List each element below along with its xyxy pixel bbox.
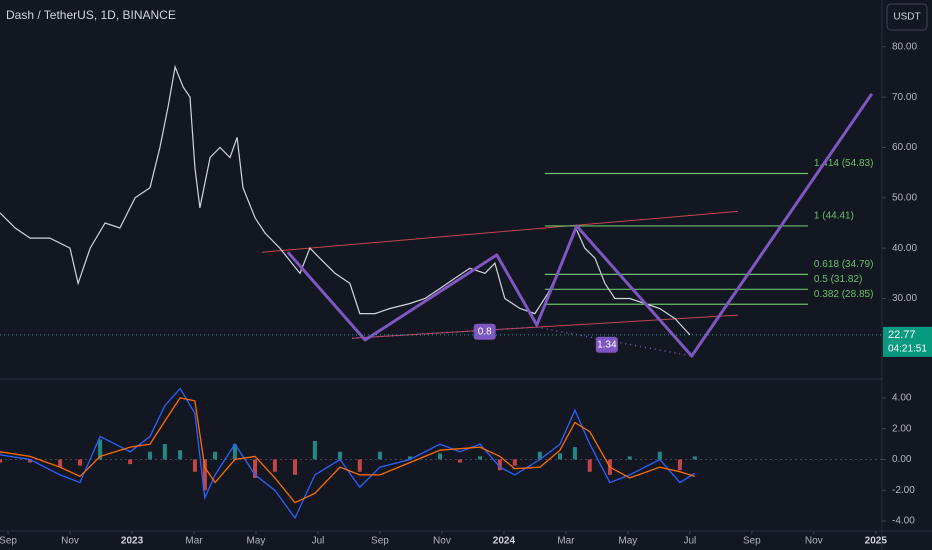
pattern-line: [286, 92, 874, 358]
histogram-bar: [178, 450, 183, 460]
histogram-bar: [438, 453, 443, 460]
fib-label: 0.382 (28.85): [814, 289, 874, 300]
histogram-bar: [312, 440, 317, 460]
x-tick-label: Nov: [433, 536, 451, 547]
y-tick-label: 0.00: [892, 454, 912, 465]
histogram-bar: [253, 459, 258, 478]
x-tick-label: 2023: [121, 536, 144, 547]
histogram-bar: [202, 459, 207, 491]
histogram-bar: [408, 456, 413, 460]
y-tick-label: -2.00: [892, 485, 915, 496]
histogram-bar: [293, 459, 298, 475]
y-tick-label: 80.00: [892, 41, 917, 52]
histogram-bar: [77, 459, 82, 466]
histogram-bar: [337, 451, 342, 460]
histogram-bar: [213, 451, 218, 460]
histogram-bar: [192, 459, 197, 472]
trendline: [261, 210, 738, 253]
x-tick-label: 2024: [493, 536, 516, 547]
fib-label: 1.414 (54.83): [814, 158, 874, 169]
currency-button[interactable]: [886, 3, 928, 31]
last-price-label: 22.77: [888, 329, 916, 341]
histogram-bar: [572, 447, 577, 460]
y-tick-label: 2.00: [892, 423, 912, 434]
histogram-bar: [537, 451, 542, 460]
x-tick-label: May: [618, 536, 637, 547]
x-tick-label: Sep: [0, 536, 17, 547]
y-tick-label: 60.00: [892, 142, 917, 153]
x-tick-label: 2025: [865, 536, 888, 547]
histogram-bar: [377, 451, 382, 460]
histogram-bar: [98, 439, 103, 460]
histogram-bar: [272, 459, 277, 472]
y-tick-label: 30.00: [892, 293, 917, 304]
histogram-bar: [232, 444, 237, 460]
histogram-bar: [692, 456, 697, 460]
histogram-bar: [0, 459, 2, 463]
y-tick-label: 50.00: [892, 192, 917, 203]
y-tick-label: 4.00: [892, 393, 912, 404]
macd-line: [0, 387, 696, 520]
y-tick-label: -4.00: [892, 516, 915, 527]
ratio-badge: [595, 336, 618, 353]
histogram-bar: [677, 459, 682, 471]
y-tick-label: 70.00: [892, 92, 917, 103]
x-tick-label: Nov: [61, 536, 79, 547]
histogram-bar: [587, 459, 592, 472]
histogram-bar: [627, 456, 632, 460]
x-tick-label: Jul: [683, 536, 696, 547]
x-tick-label: Sep: [743, 536, 761, 547]
chart-title: Dash / TetherUS, 1D, BINANCE: [6, 8, 176, 22]
x-tick-label: Nov: [805, 536, 823, 547]
x-tick-label: Mar: [557, 536, 575, 547]
ratio-label: 0.8: [478, 326, 492, 337]
histogram-bar: [28, 459, 33, 463]
histogram-bar: [657, 451, 662, 460]
histogram-bar: [128, 459, 133, 465]
ratio-label: 1.34: [597, 339, 617, 350]
histogram-bar: [357, 459, 362, 472]
fib-label: 0.618 (34.79): [814, 259, 874, 270]
histogram-bar: [478, 456, 483, 460]
countdown: 04:21:51: [888, 344, 927, 355]
x-tick-label: Sep: [371, 536, 389, 547]
x-tick-label: May: [247, 536, 266, 547]
dotted-line: [352, 326, 692, 357]
fib-label: 1 (44.41): [814, 211, 854, 222]
histogram-bar: [162, 444, 167, 460]
histogram-bar: [497, 459, 502, 471]
fib-label: 0.5 (31.82): [814, 274, 862, 285]
x-tick-label: Jul: [312, 536, 325, 547]
x-tick-label: Mar: [185, 536, 203, 547]
ratio-badge: [473, 323, 496, 340]
histogram-bar: [558, 453, 563, 460]
y-tick-label: 40.00: [892, 243, 917, 254]
histogram-bar: [58, 459, 63, 468]
last-price-box: [883, 326, 932, 357]
macd-line: [0, 397, 695, 504]
histogram-bar: [147, 451, 152, 460]
currency-label[interactable]: USDT: [893, 12, 920, 23]
histogram-bar: [457, 459, 462, 463]
trendline: [352, 314, 738, 339]
histogram-bar: [512, 459, 517, 466]
